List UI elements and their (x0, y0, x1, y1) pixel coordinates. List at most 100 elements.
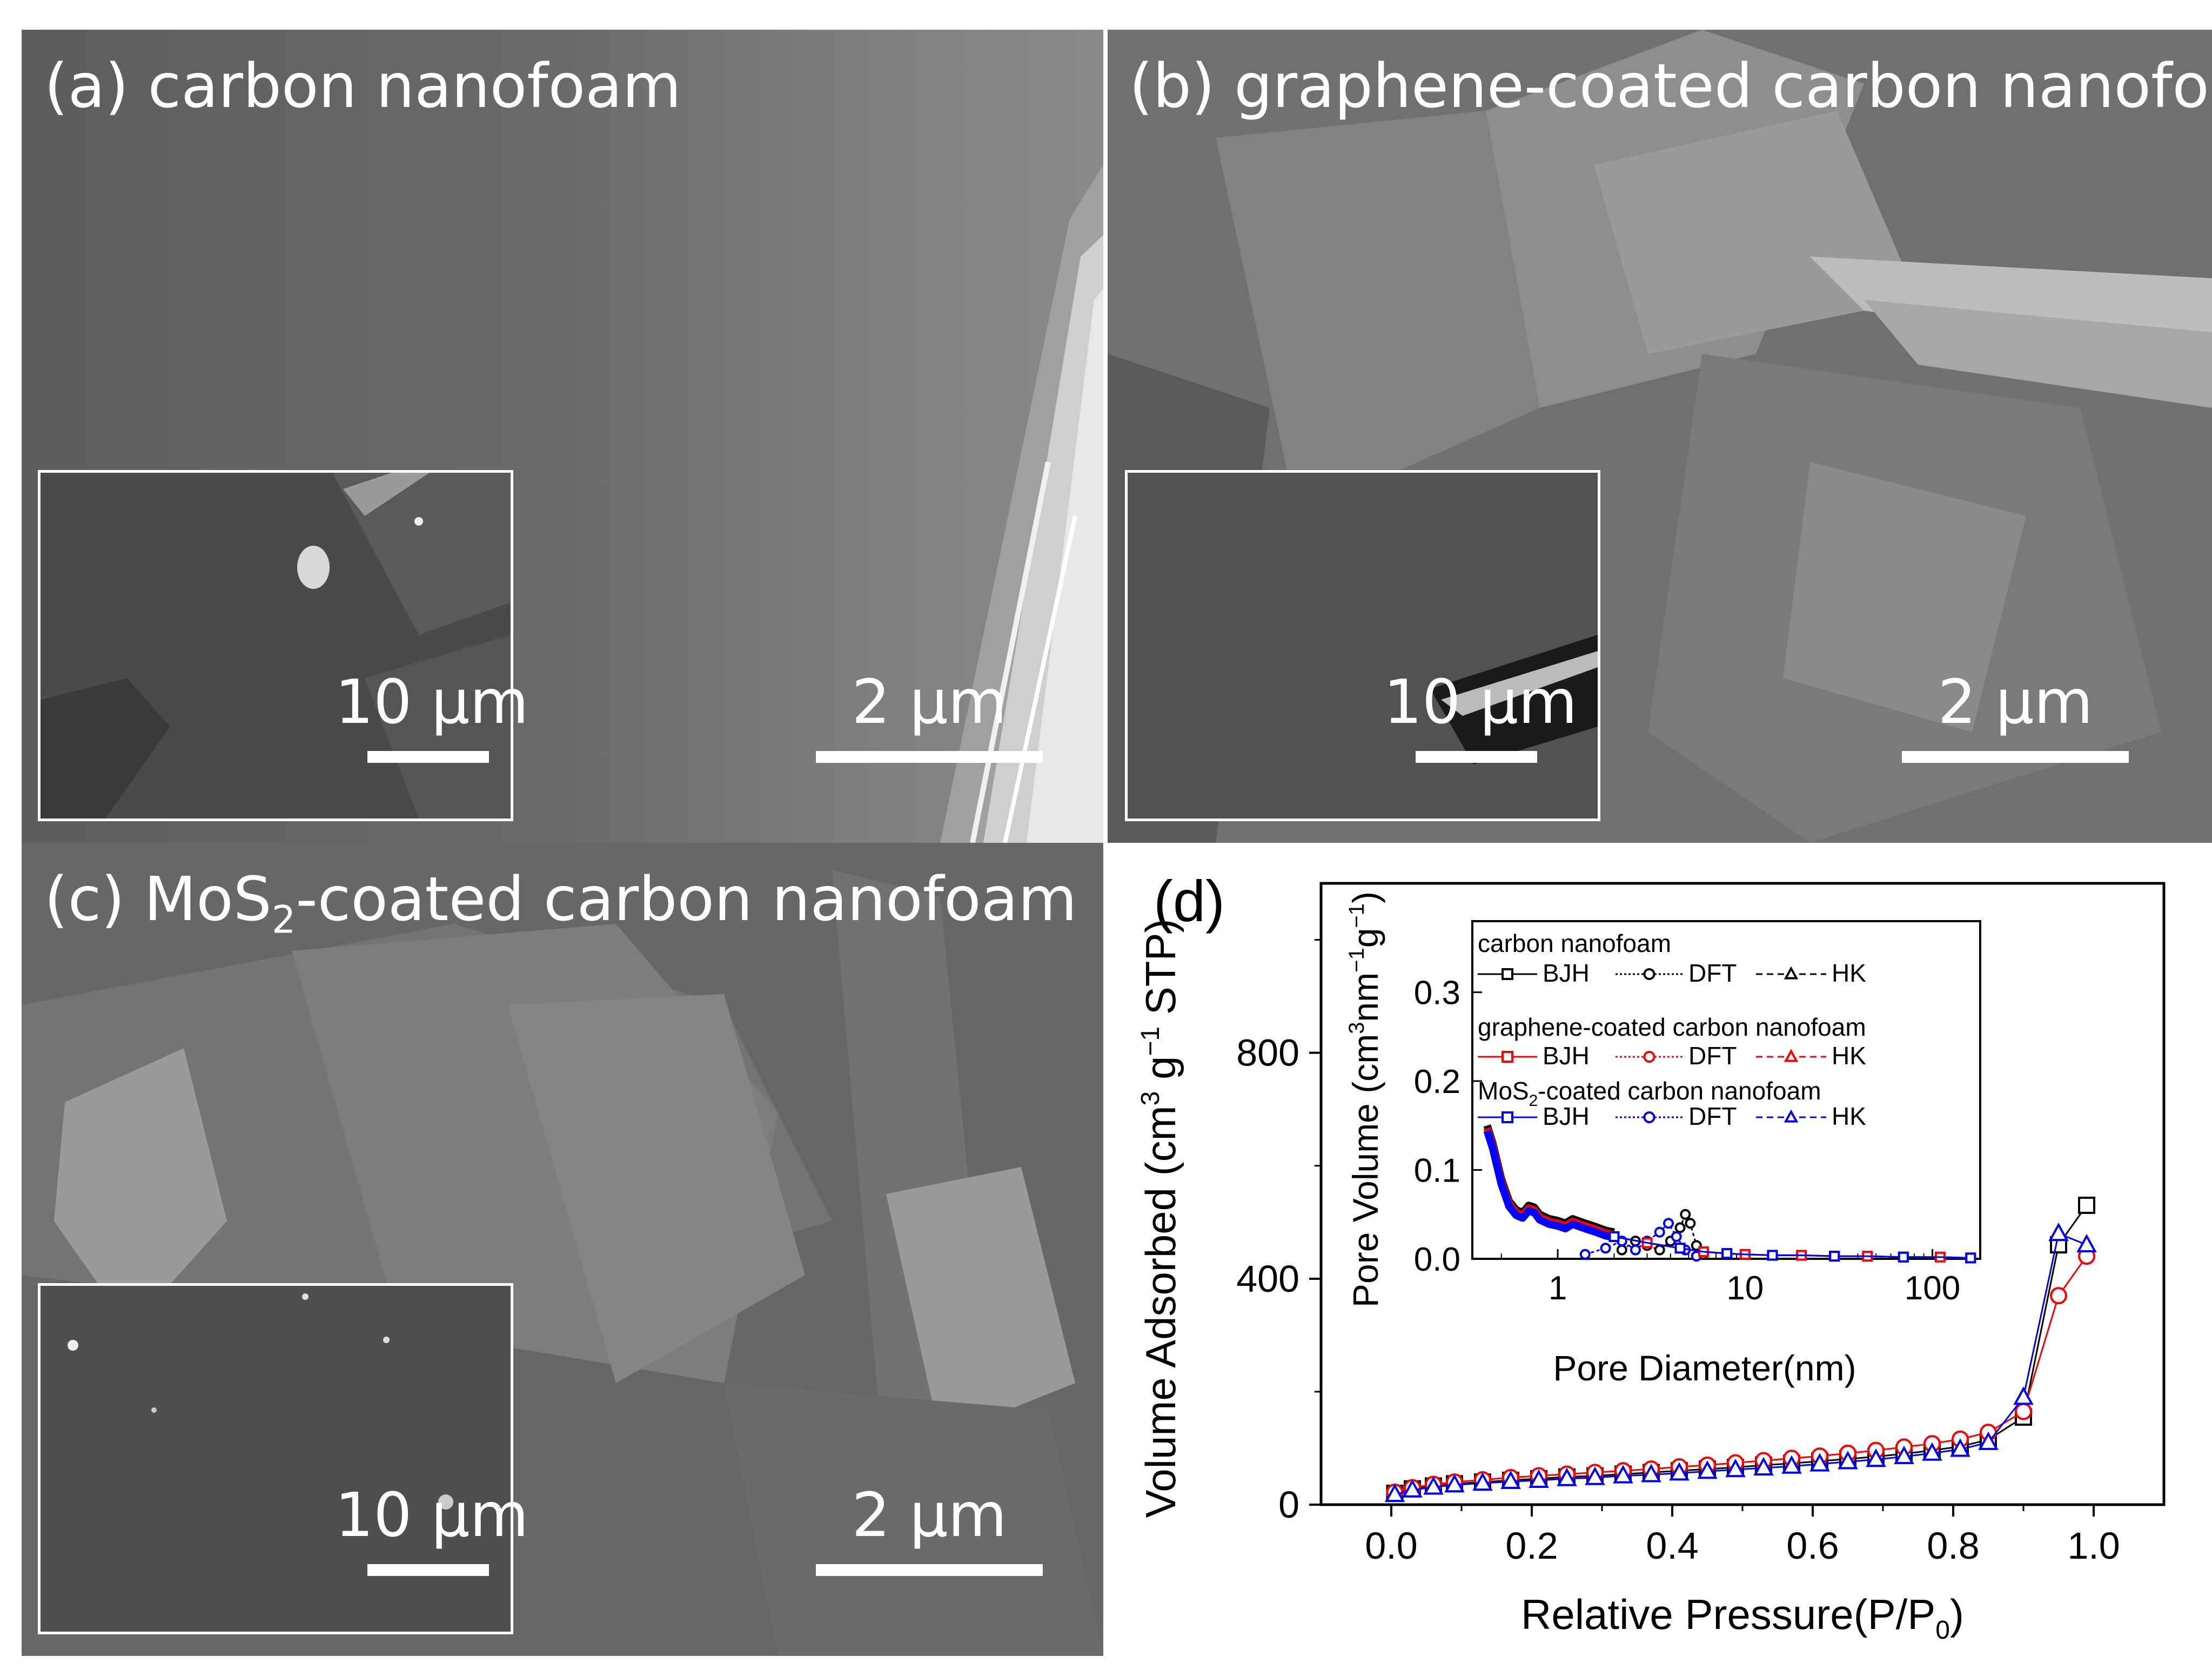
inset-y-tick-label: 0.2 (1414, 1063, 1460, 1101)
panel-b-main-scalebar: 2 µm (1896, 667, 2134, 775)
legend-label: DFT (1688, 1042, 1737, 1070)
x-tick-label: 0.8 (1927, 1525, 1979, 1567)
data-point-triangle (1784, 1049, 1799, 1062)
main-series-group (1384, 1196, 2097, 1502)
data-point-triangle (1978, 1431, 1999, 1450)
inset-y-tick-label: 0.1 (1414, 1152, 1460, 1190)
data-point-square (1502, 1051, 1513, 1063)
ylabel-post: STP) (1137, 919, 1184, 1027)
panel-c-main-scalebar: 2 µm (810, 1480, 1048, 1588)
data-point-circle (1643, 968, 1655, 980)
data-point-triangle (1866, 1448, 1886, 1467)
panel-a-inset-scalebar: 10 µm (335, 667, 529, 775)
xlabel-pre: Relative Pressure(P/P (1521, 1591, 1935, 1638)
inset-x-tick-label: 1 (1549, 1270, 1567, 1307)
data-point-triangle (1697, 1460, 1718, 1479)
panel-a-main-scalebar: 2 µm (810, 667, 1048, 775)
panel-a-label: (a) carbon nanofoam (44, 51, 681, 122)
ylabel-sup2: −1 (1136, 1027, 1165, 1056)
legend-row-graphene: BJH DFT HK (1478, 1042, 1866, 1070)
inset-ylabel-mid: nm (1345, 972, 1385, 1022)
data-point-square (1608, 1231, 1620, 1242)
data-point-circle (1654, 1244, 1665, 1256)
data-point-square (1965, 1252, 1976, 1264)
data-point-circle (1579, 1249, 1591, 1260)
data-point-circle (1643, 1111, 1655, 1123)
data-point-circle (1630, 1244, 1641, 1256)
isotherm-svg: (d) 0.0 0.2 0.4 0.6 0.8 1.0 0 400 800 Relative P… (1136, 868, 2166, 1645)
data-point-triangle (1784, 966, 1799, 980)
legend-title-pre: MoS (1478, 1077, 1529, 1105)
scalebar-line (367, 1564, 489, 1576)
data-point-circle (1643, 1051, 1655, 1063)
inset-x-tick-label: 10 (1726, 1270, 1764, 1307)
panel-c-inset-scalebar: 10 µm (335, 1480, 529, 1588)
legend-label: HK (1832, 1102, 1866, 1130)
legend-label: BJH (1543, 1102, 1590, 1130)
legend-label: BJH (1543, 959, 1590, 987)
inset-x-tick-label: 100 (1905, 1270, 1960, 1307)
scalebar-label: 2 µm (852, 1480, 1007, 1551)
data-point-triangle (2013, 1386, 2034, 1405)
data-point-triangle (1585, 1466, 1605, 1485)
xlabel-sub: 0 (1935, 1616, 1950, 1645)
data-point-triangle (2048, 1222, 2069, 1242)
data-point-triangle (1838, 1451, 1858, 1470)
scalebar-line (1902, 751, 2129, 763)
inset-dft-carbon-line (1621, 1212, 1705, 1255)
data-point-triangle (1641, 1464, 1661, 1483)
scalebar-line (816, 1564, 1043, 1576)
legend-row-carbon: BJH DFT HK (1478, 959, 1866, 987)
x-tick-label: 1.0 (2067, 1525, 2120, 1567)
ylabel-mid: g (1137, 1056, 1184, 1091)
inset-x-axis-label: Pore Diameter(nm) (1553, 1348, 1856, 1388)
scalebar-label: 10 µm (335, 667, 529, 737)
scalebar-label: 10 µm (1383, 667, 1578, 737)
legend-group-title: graphene-coated carbon nanofoam (1478, 1013, 1866, 1041)
panel-c-label-post: -coated carbon nanofoam (296, 864, 1077, 935)
x-tick-label: 0.6 (1786, 1525, 1839, 1567)
main-axis-ticks: 0.0 0.2 0.4 0.6 0.8 1.0 0 400 800 (1236, 939, 2120, 1567)
data-point-triangle (1472, 1472, 1493, 1491)
inset-ylabel-pre: Pore Volume (cm (1345, 1034, 1385, 1307)
ylabel-sup1: 3 (1136, 1091, 1165, 1106)
scalebar-label: 2 µm (1938, 667, 2093, 737)
data-point-triangle (1809, 1453, 1830, 1472)
data-point-circle (1654, 1226, 1665, 1238)
panel-b-label: (b) graphene-coated carbon nanofoam (1129, 51, 2212, 122)
data-point-square (1898, 1251, 1909, 1263)
legend-group-title: carbon nanofoam (1478, 929, 1671, 957)
data-point-circle (1663, 1218, 1674, 1229)
scalebar-label: 10 µm (335, 1480, 529, 1551)
panel-a-sem-image: (a) carbon nanofoam 10 µm 2 µm (22, 30, 1103, 843)
legend-group-title: MoS2-coated carbon nanofoam (1478, 1077, 1821, 1110)
inset-legend: carbon nanofoam BJH DFT HK graphene-coated… (1478, 929, 1866, 1130)
panel-c-label-sub: 2 (271, 897, 296, 942)
data-point-triangle (1423, 1476, 1444, 1495)
data-point-triangle (1500, 1470, 1521, 1490)
data-point-triangle (1529, 1469, 1549, 1488)
data-point-triangle (1781, 1455, 1802, 1474)
inset-y-tick-label: 0.0 (1414, 1241, 1460, 1278)
legend-label: DFT (1688, 1102, 1737, 1130)
xlabel-post: ) (1950, 1591, 1964, 1638)
data-point-triangle (1725, 1458, 1746, 1478)
panel-b-sem-image: (b) graphene-coated carbon nanofoam 10 µ… (1108, 30, 2212, 843)
data-point-triangle (1922, 1442, 1942, 1461)
panel-c-sem-image: (c) MoS2-coated carbon nanofoam 10 µm 2 … (22, 843, 1103, 1656)
legend-label: HK (1832, 1042, 1866, 1070)
inset-ylabel-sup1: 3 (1345, 1022, 1369, 1034)
data-point-triangle (1894, 1445, 1914, 1465)
inset-ylabel-sup3: −1 (1345, 903, 1369, 928)
main-y-axis-label: Volume Adsorbed (cm3 g−1 STP) (1136, 919, 1184, 1518)
main-x-axis-label: Relative Pressure(P/P0) (1521, 1591, 1964, 1645)
scalebar-line (816, 751, 1043, 763)
inset-y-tick-label: 0.3 (1414, 975, 1460, 1012)
inset-ylabel-sup2: −1 (1345, 948, 1369, 972)
data-point-triangle (1557, 1467, 1577, 1486)
data-point-circle (1616, 1244, 1627, 1256)
legend-label: DFT (1688, 959, 1737, 987)
panel-d-label: (d) (1154, 868, 1225, 934)
legend-label: HK (1832, 959, 1866, 987)
panel-d-isotherm-chart: (d) 0.0 0.2 0.4 0.6 0.8 1.0 0 400 800 Relative P… (1110, 846, 2212, 1674)
